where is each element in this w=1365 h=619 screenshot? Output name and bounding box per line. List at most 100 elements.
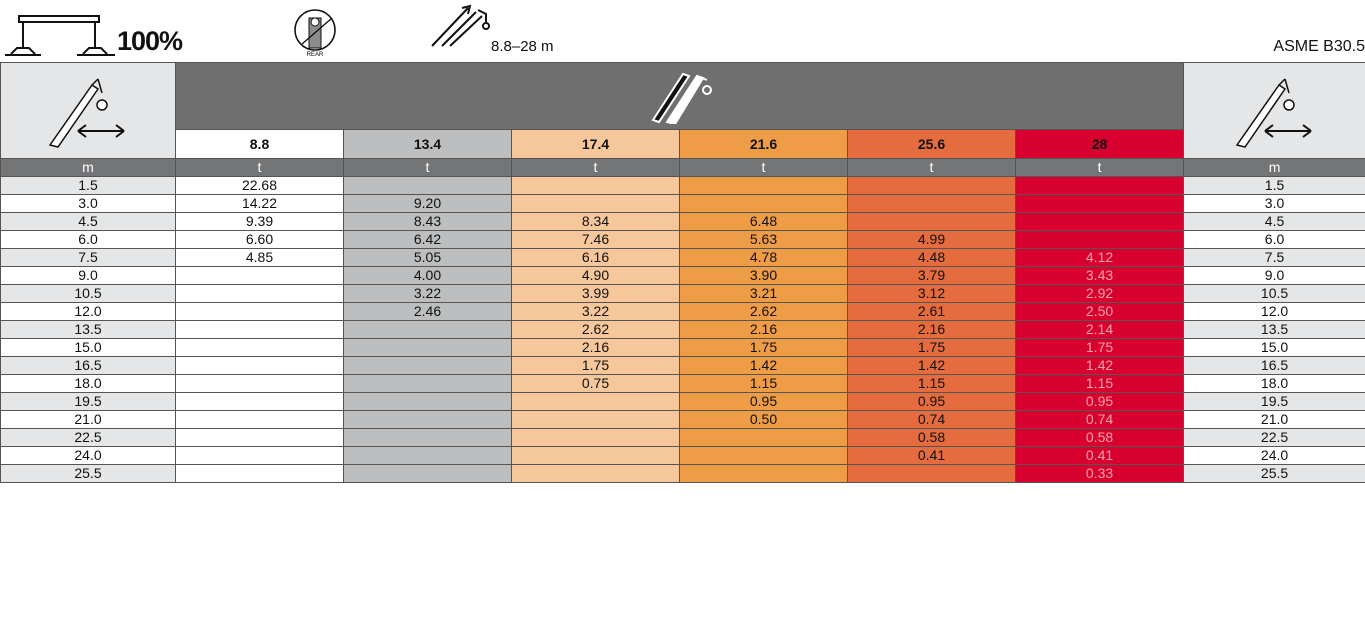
- load-cell: 1.75: [847, 338, 1016, 357]
- load-cell: [679, 464, 848, 483]
- load-cell: [679, 194, 848, 213]
- standard-label: ASME B30.5: [1273, 38, 1365, 55]
- radius-cell: 12.0: [1183, 302, 1365, 321]
- load-cell: [343, 176, 512, 195]
- radius-cell: 10.5: [0, 284, 176, 303]
- load-cell: 1.15: [679, 374, 848, 393]
- load-cell: [679, 176, 848, 195]
- load-cell: 5.63: [679, 230, 848, 249]
- load-cell: 6.42: [343, 230, 512, 249]
- load-cell: [511, 392, 680, 411]
- load-cell: 5.05: [343, 248, 512, 267]
- load-cell: [343, 464, 512, 483]
- load-cell: 3.22: [511, 302, 680, 321]
- load-cell: [175, 320, 344, 339]
- load-cell: 0.33: [1014, 464, 1185, 483]
- load-cell: 3.79: [847, 266, 1016, 285]
- telescopic-boom-icon: [431, 4, 490, 47]
- table-row: 22.5 0.58 0.58 22.5: [0, 428, 1365, 447]
- load-cell: [847, 464, 1016, 483]
- radius-cell: 3.0: [1183, 194, 1365, 213]
- radius-cell: 4.5: [0, 212, 176, 231]
- load-cell: 3.99: [511, 284, 680, 303]
- load-cell: 0.74: [847, 410, 1016, 429]
- load-cell: 2.46: [343, 302, 512, 321]
- load-cell: 2.16: [679, 320, 848, 339]
- load-cell: 4.00: [343, 266, 512, 285]
- radius-cell: 25.5: [0, 464, 176, 483]
- telescopic-boom-icon: [650, 72, 712, 126]
- radius-cell: 24.0: [1183, 446, 1365, 465]
- boom-length-cell: 28: [1014, 129, 1185, 159]
- radius-cell: 7.5: [0, 248, 176, 267]
- load-cell: [175, 464, 344, 483]
- unit-cell: t: [847, 158, 1016, 177]
- boom-length-range: 8.8–28 m: [491, 38, 554, 55]
- table-row: 16.5 1.75 1.42 1.42 1.42 16.5: [0, 356, 1365, 375]
- radius-cell: 18.0: [1183, 374, 1365, 393]
- load-cell: 22.68: [175, 176, 344, 195]
- load-cell: [511, 446, 680, 465]
- load-cell: 3.12: [847, 284, 1016, 303]
- load-cell: [1014, 212, 1185, 231]
- table-row: 21.0 0.50 0.74 0.74 21.0: [0, 410, 1365, 429]
- load-cell: 2.14: [1014, 320, 1185, 339]
- radius-cell: 18.0: [0, 374, 176, 393]
- load-cell: 1.42: [1014, 356, 1185, 375]
- load-cell: [679, 428, 848, 447]
- load-cell: [1014, 230, 1185, 249]
- load-cell: 0.41: [1014, 446, 1185, 465]
- table-row: 24.0 0.41 0.41 24.0: [0, 446, 1365, 465]
- load-cell: [343, 320, 512, 339]
- table-row: 13.5 2.62 2.16 2.16 2.14 13.5: [0, 320, 1365, 339]
- load-cell: [175, 338, 344, 357]
- load-cell: 1.75: [1014, 338, 1185, 357]
- svg-text:REAR: REAR: [307, 52, 324, 58]
- radius-cell: 9.0: [1183, 266, 1365, 285]
- load-cell: [511, 428, 680, 447]
- radius-cell: 16.5: [0, 356, 176, 375]
- load-cell: [343, 356, 512, 375]
- load-cell: 6.48: [679, 212, 848, 231]
- radius-cell: 15.0: [0, 338, 176, 357]
- boom-length-cell: 17.4: [511, 129, 680, 159]
- unit-cell: t: [511, 158, 680, 177]
- load-cell: 0.50: [679, 410, 848, 429]
- radius-cell: 16.5: [1183, 356, 1365, 375]
- load-cell: [511, 464, 680, 483]
- load-cell: 4.12: [1014, 248, 1185, 267]
- load-cell: 0.95: [679, 392, 848, 411]
- boom-length-cell: 8.8: [175, 129, 344, 159]
- load-cell: 1.15: [1014, 374, 1185, 393]
- unit-cell: t: [343, 158, 512, 177]
- boom-length-cell: 21.6: [679, 129, 848, 159]
- boom-length-header: [174, 62, 1185, 130]
- load-cell: [175, 284, 344, 303]
- table-row: 18.0 0.75 1.15 1.15 1.15 18.0: [0, 374, 1365, 393]
- load-cell: 4.85: [175, 248, 344, 267]
- load-cell: [343, 446, 512, 465]
- table-row: 1.5 22.68 1.5: [0, 176, 1365, 195]
- load-cell: 2.92: [1014, 284, 1185, 303]
- chart-header: 100% REAR 8.8–28 m ASME B30.5: [0, 0, 1365, 62]
- table-row: 25.5 0.33 25.5: [0, 464, 1365, 483]
- rear-slew-zone-icon: REAR: [294, 9, 336, 58]
- load-cell: 1.75: [511, 356, 680, 375]
- load-cell: [175, 302, 344, 321]
- outrigger-percent: 100%: [117, 26, 183, 56]
- load-cell: [1014, 176, 1185, 195]
- load-cell: 6.60: [175, 230, 344, 249]
- load-cell: 1.42: [847, 356, 1016, 375]
- load-cell: 1.15: [847, 374, 1016, 393]
- radius-cell: 3.0: [0, 194, 176, 213]
- load-cell: 0.58: [1014, 428, 1185, 447]
- load-cell: [343, 410, 512, 429]
- radius-header-right: [1183, 62, 1365, 159]
- load-cell: 1.42: [679, 356, 848, 375]
- unit-cell: t: [175, 158, 344, 177]
- radius-cell: 4.5: [1183, 212, 1365, 231]
- load-cell: 8.34: [511, 212, 680, 231]
- table-row: 15.0 2.16 1.75 1.75 1.75 15.0: [0, 338, 1365, 357]
- load-cell: [1014, 194, 1185, 213]
